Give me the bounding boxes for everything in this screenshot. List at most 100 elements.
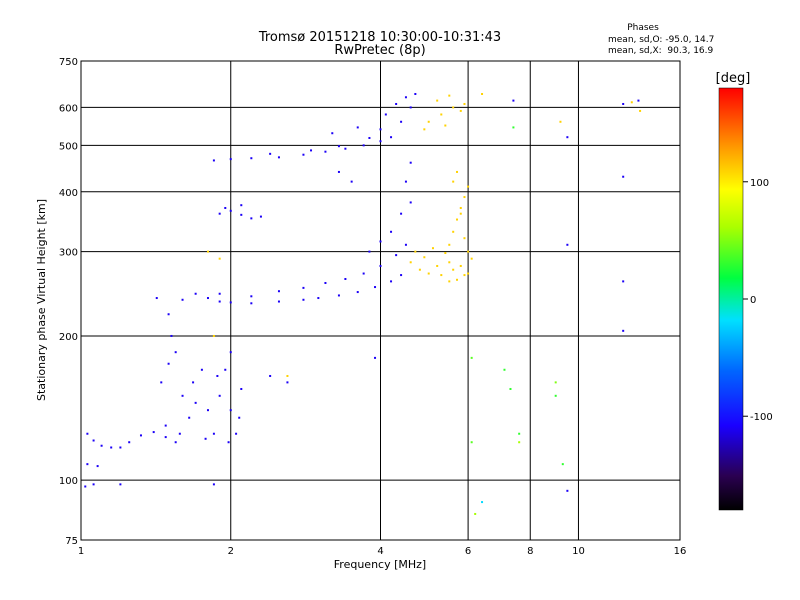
data-point xyxy=(110,446,113,449)
data-point xyxy=(229,209,232,212)
data-point xyxy=(181,394,184,397)
data-point xyxy=(431,247,434,250)
data-point xyxy=(174,351,177,354)
data-point xyxy=(212,432,215,435)
data-point xyxy=(374,356,377,359)
data-point xyxy=(235,432,238,435)
x-tick-label: 8 xyxy=(527,546,533,557)
data-point xyxy=(463,102,466,105)
data-point xyxy=(250,157,253,160)
data-point xyxy=(409,261,412,264)
data-point xyxy=(566,243,569,246)
data-point xyxy=(630,101,633,104)
data-point xyxy=(554,381,557,384)
data-point xyxy=(440,274,443,277)
data-point xyxy=(155,297,158,300)
data-point xyxy=(470,356,473,359)
data-point xyxy=(240,387,243,390)
data-point xyxy=(368,250,371,253)
data-point xyxy=(518,441,521,444)
data-point xyxy=(566,136,569,139)
data-point xyxy=(395,254,398,257)
data-point xyxy=(259,215,262,218)
data-point xyxy=(206,250,209,253)
data-point xyxy=(395,102,398,105)
data-point xyxy=(240,204,243,207)
data-point xyxy=(204,437,207,440)
data-point xyxy=(512,126,515,129)
data-point xyxy=(96,465,99,468)
x-tick-label: 16 xyxy=(674,546,687,557)
data-point xyxy=(188,416,191,419)
data-point xyxy=(269,152,272,155)
data-point xyxy=(467,250,470,253)
data-point xyxy=(452,106,455,109)
data-point xyxy=(427,272,430,275)
data-point xyxy=(639,109,642,112)
data-point xyxy=(400,120,403,123)
data-point xyxy=(448,261,451,264)
data-point xyxy=(379,128,382,131)
data-point xyxy=(178,432,181,435)
data-point xyxy=(467,185,470,188)
data-point xyxy=(152,431,155,434)
data-point xyxy=(200,368,203,371)
data-point xyxy=(344,277,347,280)
data-point xyxy=(356,126,359,129)
x-axis: 1 2 4 6 8 10 16 xyxy=(78,546,687,557)
data-point xyxy=(337,170,340,173)
data-point xyxy=(423,128,426,131)
x-tick-label: 2 xyxy=(228,546,234,557)
data-point xyxy=(436,264,439,267)
data-points xyxy=(84,92,642,515)
data-point xyxy=(512,99,515,102)
data-point xyxy=(170,334,173,337)
y-tick-label: 400 xyxy=(59,188,78,199)
data-point xyxy=(324,150,327,153)
data-point xyxy=(86,432,89,435)
data-point xyxy=(436,99,439,102)
data-point xyxy=(390,280,393,283)
data-point xyxy=(216,374,219,377)
data-point xyxy=(167,313,170,316)
data-point xyxy=(379,140,382,143)
data-point xyxy=(324,281,327,284)
colorbar-ticks: 100 0 -100 xyxy=(743,178,773,423)
colorbar-tick-label: 0 xyxy=(750,295,756,306)
data-point xyxy=(84,485,87,488)
stats-x-line: mean, sd,X: 90.3, 16.9 xyxy=(608,46,714,56)
data-point xyxy=(212,483,215,486)
data-point xyxy=(100,444,103,447)
data-point xyxy=(452,180,455,183)
data-point xyxy=(404,96,407,99)
data-point xyxy=(362,272,365,275)
data-point xyxy=(174,441,177,444)
data-point xyxy=(286,374,289,377)
data-point xyxy=(164,436,167,439)
data-point xyxy=(503,368,506,371)
data-point xyxy=(481,92,484,95)
data-point xyxy=(459,109,462,112)
data-point xyxy=(368,136,371,139)
x-tick-label: 4 xyxy=(377,546,383,557)
data-point xyxy=(310,149,313,152)
stats-header: Phases xyxy=(627,23,659,33)
x-tick-label: 1 xyxy=(78,546,84,557)
data-point xyxy=(427,120,430,123)
data-point xyxy=(250,302,253,305)
data-point xyxy=(463,196,466,199)
data-point xyxy=(119,483,122,486)
data-point xyxy=(277,300,280,303)
data-point xyxy=(224,368,227,371)
data-point xyxy=(448,280,451,283)
data-point xyxy=(250,295,253,298)
data-point xyxy=(229,409,232,412)
data-point xyxy=(356,291,359,294)
data-point xyxy=(374,286,377,289)
data-point xyxy=(302,153,305,156)
y-tick-label: 600 xyxy=(59,103,78,114)
data-point xyxy=(379,240,382,243)
data-point xyxy=(384,113,387,116)
data-point xyxy=(212,334,215,337)
